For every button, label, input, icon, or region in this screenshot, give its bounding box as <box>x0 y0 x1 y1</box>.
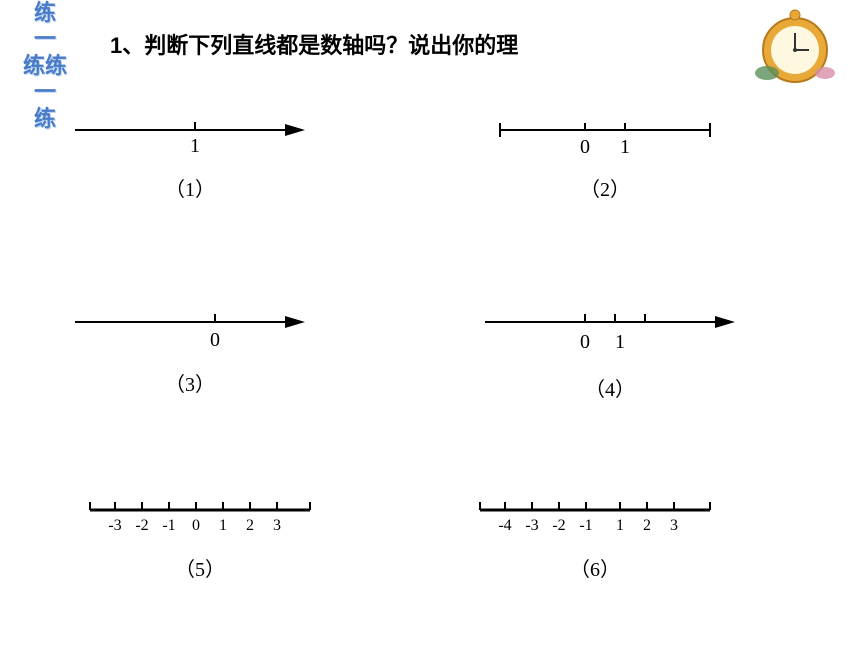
tick-label: 2 <box>246 517 254 534</box>
tick-label: -1 <box>579 517 592 534</box>
tick-label: 1 <box>190 135 200 157</box>
tick-label: 1 <box>615 331 625 353</box>
figure-2: 0 1 （2） <box>490 105 720 202</box>
tick-label: 1 <box>219 517 227 534</box>
number-line-2: 0 1 <box>490 105 720 165</box>
tick-label: -2 <box>552 517 565 534</box>
figure-caption: （4） <box>480 373 740 402</box>
number-line-5: -3 -2 -1 0 1 2 3 <box>80 490 320 545</box>
tick-label: 3 <box>273 517 281 534</box>
number-line-1: 1 <box>70 110 310 165</box>
sidebar-char: 练 <box>34 0 56 26</box>
tick-label: -3 <box>108 517 121 534</box>
tick-label: -4 <box>498 517 511 534</box>
figure-caption: （6） <box>470 553 720 582</box>
figure-caption: （1） <box>70 173 310 202</box>
figure-5: -3 -2 -1 0 1 2 3 （5） <box>80 490 320 582</box>
tick-label: -1 <box>162 517 175 534</box>
tick-label: 0 <box>192 517 200 534</box>
tick-label: 1 <box>616 517 624 534</box>
figure-1: 1 （1） <box>70 110 310 202</box>
tick-label: 1 <box>620 136 630 158</box>
number-line-4: 0 1 <box>480 300 740 365</box>
figure-caption: （5） <box>80 553 320 582</box>
figure-6: -4 -3 -2 -1 1 2 3 （6） <box>470 490 720 582</box>
tick-label: 2 <box>643 517 651 534</box>
sidebar-char: 练 <box>34 106 56 132</box>
number-line-6: -4 -3 -2 -1 1 2 3 <box>470 490 720 545</box>
clock-icon <box>747 5 842 100</box>
question-text: 1、判断下列直线都是数轴吗？说出你的理 <box>110 28 518 60</box>
sidebar-char: 一 <box>34 79 56 105</box>
tick-label: -3 <box>525 517 538 534</box>
tick-label: 0 <box>210 329 220 351</box>
tick-label: 0 <box>580 331 590 353</box>
tick-label: 3 <box>670 517 678 534</box>
figure-4: 0 1 （4） <box>480 300 740 402</box>
sidebar-char: 练练 <box>23 53 67 79</box>
figure-caption: （2） <box>490 173 720 202</box>
tick-label: -2 <box>135 517 148 534</box>
figure-caption: （3） <box>70 368 310 397</box>
tick-label: 0 <box>580 136 590 158</box>
figure-3: 0 （3） <box>70 300 310 397</box>
sidebar-practice-label: 练 一 练练 一 练 <box>15 0 75 132</box>
sidebar-char: 一 <box>34 26 56 52</box>
number-line-3: 0 <box>70 300 310 360</box>
